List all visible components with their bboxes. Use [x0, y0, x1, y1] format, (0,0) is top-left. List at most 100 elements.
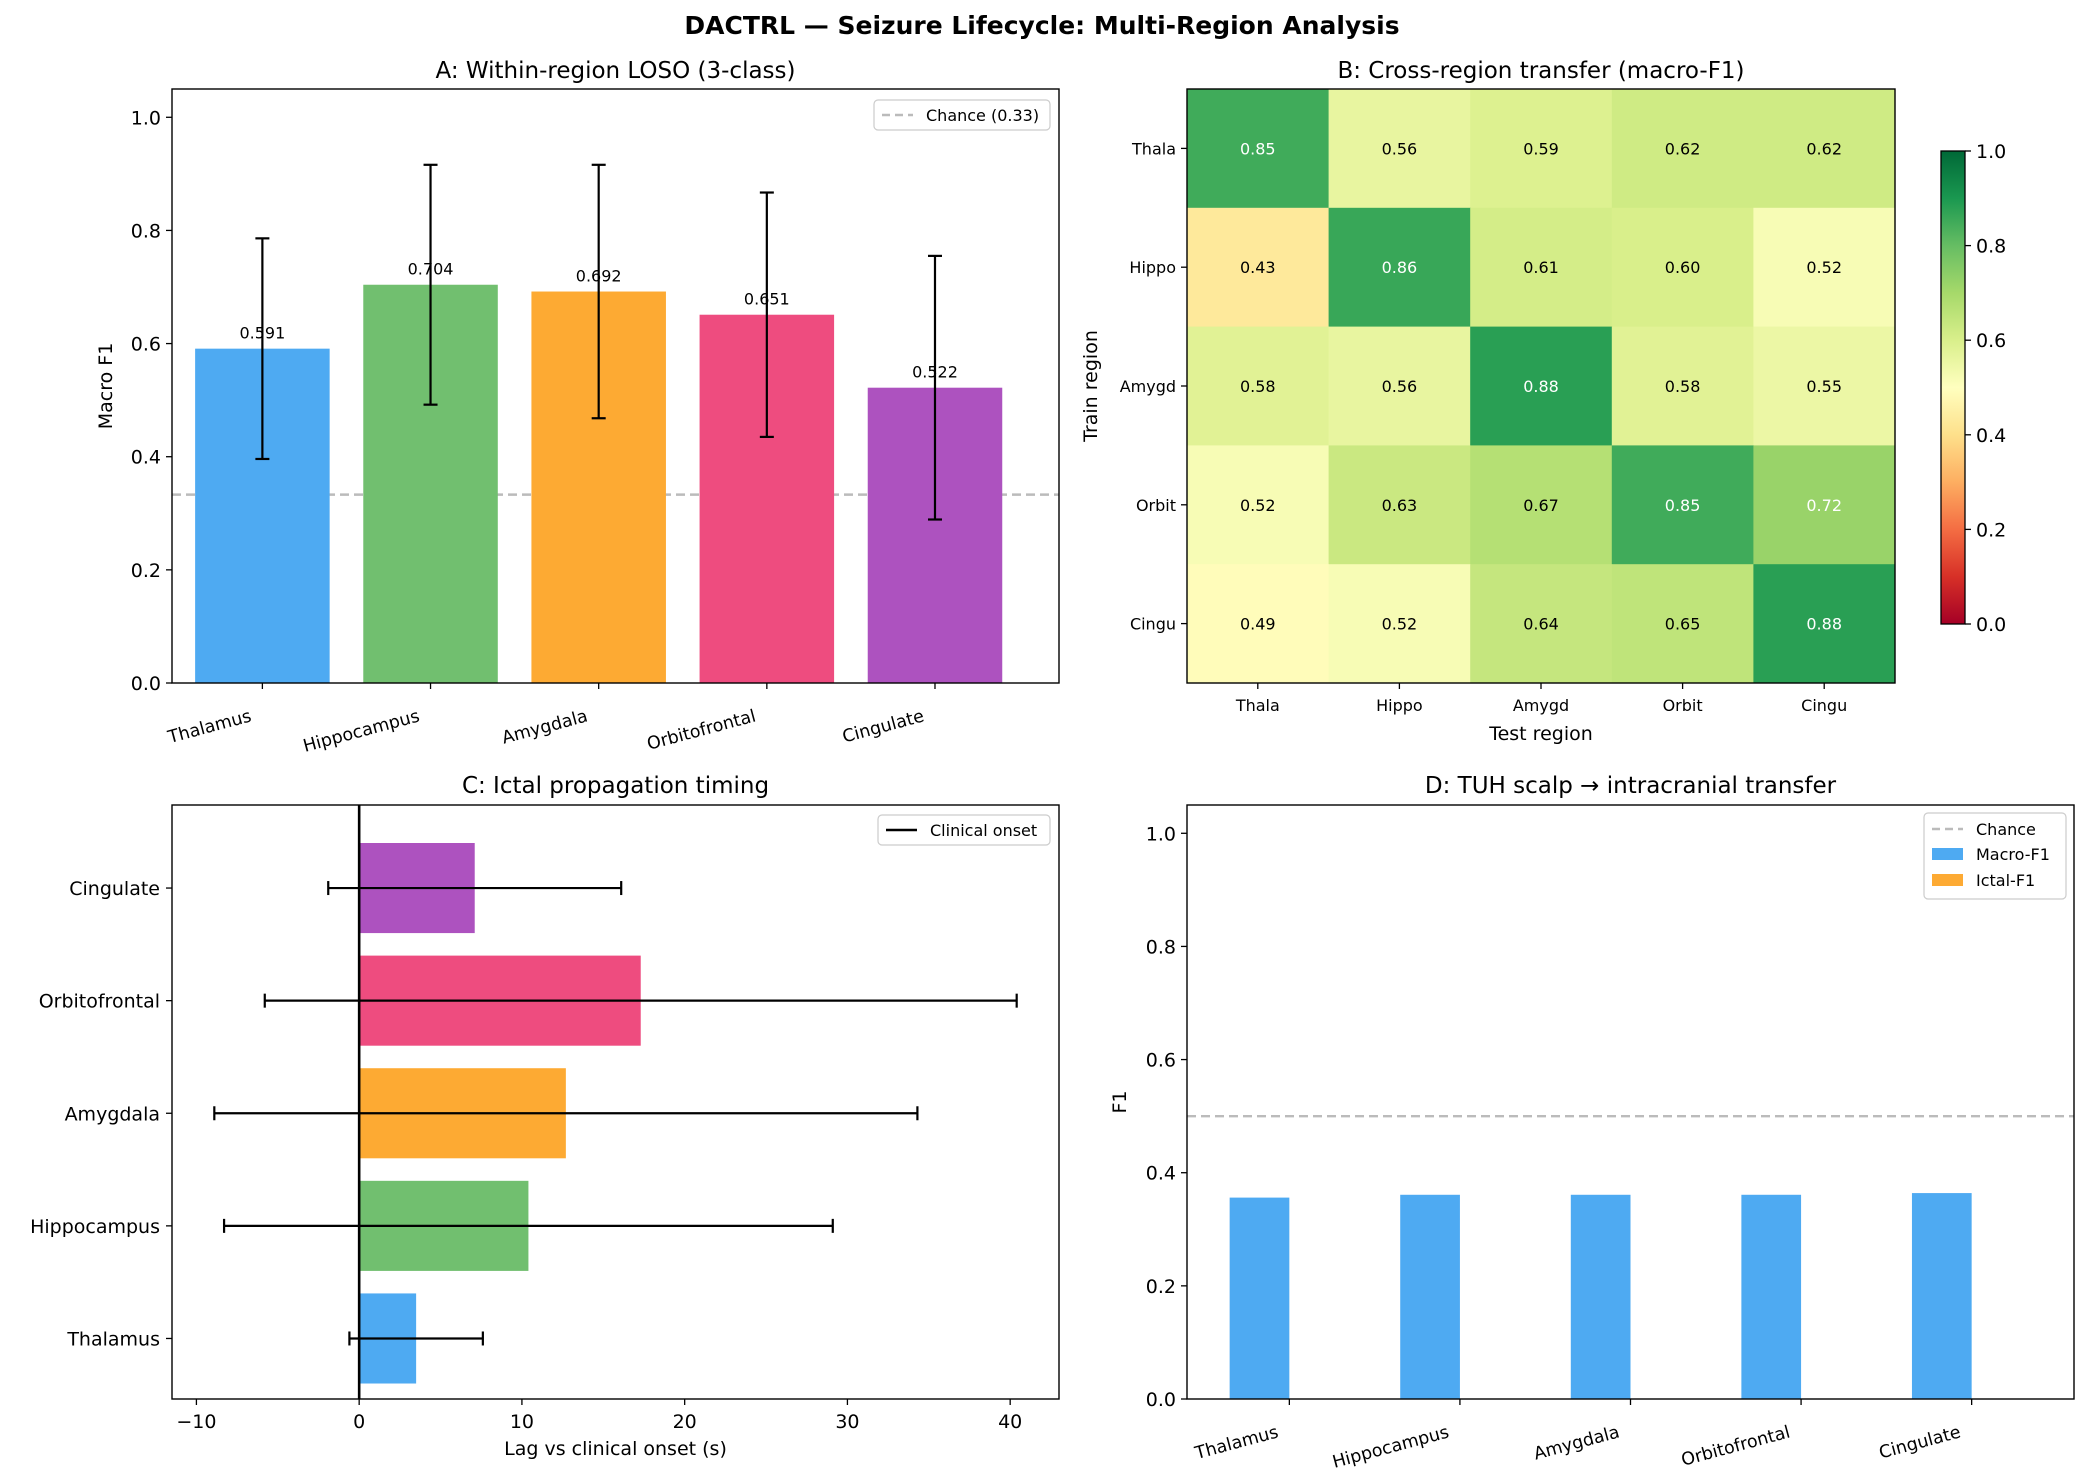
- heatmap-cell-label: 0.56: [1382, 139, 1418, 158]
- heatmap-cell-label: 0.86: [1382, 258, 1418, 277]
- panel-b-heatmap: B: Cross-region transfer (macro-F1) 0.85 0…: [1080, 58, 2006, 745]
- heatmap-cell: [1187, 445, 1330, 565]
- heatmap-frame: [1186, 88, 1896, 684]
- y-tick-label: Amygdala: [65, 1103, 160, 1125]
- heatmap-cell-label: 0.65: [1665, 615, 1701, 634]
- heatmap-cell: [1753, 326, 1896, 446]
- legend-ictal-swatch: [1932, 874, 1963, 886]
- heatmap-cell: [1187, 89, 1330, 209]
- column-label: Cingu: [1801, 696, 1847, 715]
- heatmap-cell-label: 0.58: [1665, 377, 1701, 396]
- heatmap-cell-label: 0.63: [1382, 496, 1418, 515]
- row-label: Thala: [1131, 139, 1176, 158]
- heatmap-cell: [1611, 564, 1754, 684]
- plot-frame: [1186, 804, 2075, 1400]
- macro-f1-bar-cingulate: [1911, 1193, 1972, 1399]
- plot-frame: [171, 804, 1060, 1400]
- y-tick-label: Thalamus: [66, 1328, 160, 1350]
- heatmap-cell: [1611, 326, 1754, 446]
- heatmap-cell: [1470, 445, 1613, 565]
- heatmap-cell-label: 0.62: [1806, 139, 1842, 158]
- heatmap-cell: [1187, 564, 1330, 684]
- heatmap-cell-label: 0.52: [1806, 258, 1842, 277]
- y-tick-label: 0.0: [1146, 1389, 1176, 1411]
- y-axis-label: Train region: [1080, 330, 1102, 443]
- colorbar-tick-label: 0.6: [1976, 330, 2006, 352]
- colorbar-tick-label: 0.8: [1976, 236, 2006, 258]
- panel-c-title: C: Ictal propagation timing: [462, 773, 769, 799]
- heatmap-cell: [1611, 445, 1754, 565]
- macro-f1-bar-amygdala: [1570, 1194, 1631, 1399]
- plot-frame: [171, 88, 1060, 684]
- heatmap-cell: [1328, 445, 1471, 565]
- x-axis-label: Lag vs clinical onset (s): [504, 1438, 727, 1460]
- heatmap-cell: [1470, 89, 1613, 209]
- heatmap-cell-label: 0.60: [1665, 258, 1701, 277]
- heatmap-cell-label: 0.52: [1240, 496, 1276, 515]
- colorbar-tick-label: 1.0: [1976, 141, 2006, 163]
- y-tick-label: 0.0: [131, 673, 161, 695]
- heatmap-cell: [1328, 564, 1471, 684]
- legend-macro-swatch: [1932, 848, 1963, 860]
- y-axis-label: F1: [1109, 1090, 1131, 1113]
- y-tick-label: Orbitofrontal: [39, 991, 160, 1013]
- colorbar: [1940, 150, 1966, 625]
- heatmap-cell-label: 0.55: [1806, 377, 1842, 396]
- heatmap-cell: [1328, 326, 1471, 446]
- x-tick-label: 10: [510, 1411, 534, 1433]
- y-tick-label: 0.8: [131, 220, 161, 242]
- heatmap-cell-label: 0.67: [1523, 496, 1559, 515]
- heatmap-cell: [1611, 207, 1754, 328]
- heatmap-cell: [1187, 326, 1330, 446]
- y-tick-label: 0.8: [1146, 936, 1176, 958]
- heatmap-cell: [1753, 564, 1896, 684]
- heatmap-cell: [1187, 207, 1330, 328]
- bar-value-label: 0.692: [576, 267, 622, 286]
- heatmap-cell-label: 0.64: [1523, 615, 1559, 634]
- x-tick-label: 30: [835, 1411, 859, 1433]
- heatmap-cell-label: 0.59: [1523, 139, 1559, 158]
- legend-box: [873, 99, 1051, 131]
- row-label: Hippo: [1129, 258, 1176, 277]
- y-tick-label: 1.0: [131, 107, 161, 129]
- x-tick-label: −10: [176, 1411, 216, 1433]
- legend-onset-label: Clinical onset: [930, 821, 1037, 840]
- colorbar-tick-label: 0.4: [1976, 425, 2006, 447]
- y-axis-label: Macro F1: [95, 343, 117, 430]
- y-tick-label: 0.2: [131, 560, 161, 582]
- y-tick-label: 0.6: [1146, 1050, 1176, 1072]
- heatmap-cell-label: 0.61: [1523, 258, 1559, 277]
- heatmap-cell: [1470, 326, 1613, 446]
- bar-value-label: 0.704: [408, 260, 454, 279]
- column-label: Amygd: [1513, 696, 1569, 715]
- heatmap-cell: [1470, 207, 1613, 328]
- y-tick-label: 0.6: [131, 334, 161, 356]
- bar-value-label: 0.522: [912, 363, 958, 382]
- row-label: Orbit: [1136, 496, 1176, 515]
- x-tick-label: 20: [673, 1411, 697, 1433]
- x-axis-label: Test region: [1488, 723, 1593, 745]
- legend-chance-label: Chance (0.33): [926, 106, 1039, 125]
- heatmap-cell-label: 0.56: [1382, 377, 1418, 396]
- colorbar-tick-label: 0.2: [1976, 519, 2006, 541]
- heatmap-cell-label: 0.43: [1240, 258, 1276, 277]
- macro-f1-bar-thalamus: [1229, 1197, 1290, 1399]
- heatmap-cell: [1328, 207, 1471, 328]
- heatmap-cell: [1753, 89, 1896, 209]
- panel-b-title: B: Cross-region transfer (macro-F1): [1337, 58, 1744, 84]
- macro-f1-bar-hippocampus: [1400, 1194, 1460, 1399]
- heatmap-cell-label: 0.85: [1240, 139, 1276, 158]
- panel-d-title: D: TUH scalp → intracranial transfer: [1425, 773, 1837, 799]
- heatmap-cell-label: 0.62: [1665, 139, 1701, 158]
- colorbar-tick-label: 0.0: [1976, 614, 2006, 636]
- legend-chance-label: Chance: [1976, 820, 2036, 839]
- heatmap-cell-label: 0.88: [1523, 377, 1559, 396]
- x-tick-label: 40: [998, 1411, 1022, 1433]
- x-tick-label: 0: [353, 1411, 365, 1433]
- panel-d-chart: D: TUH scalp → intracranial transferThal…: [1109, 773, 2075, 1473]
- heatmap-cell: [1328, 89, 1471, 209]
- y-tick-label: Hippocampus: [30, 1216, 160, 1238]
- heatmap-cell-label: 0.72: [1806, 496, 1842, 515]
- column-label: Orbit: [1663, 696, 1703, 715]
- heatmap-cell-label: 0.85: [1665, 496, 1701, 515]
